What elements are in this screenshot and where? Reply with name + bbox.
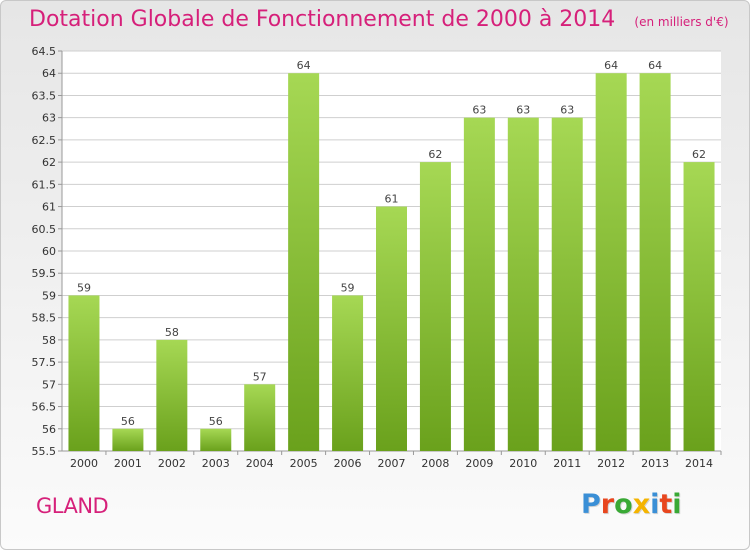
title-row: Dotation Globale de Fonctionnement de 20… [29,7,729,32]
y-tick-label: 64.5 [32,45,57,58]
y-tick-label: 61 [42,201,56,214]
proxiti-logo: Proxiti [581,489,682,520]
bar-value-label: 63 [560,104,574,117]
chart-unit: (en milliers d'€) [634,15,729,29]
bar-value-label: 56 [209,415,223,428]
x-tick-label: 2013 [641,457,669,470]
y-tick-label: 63 [42,112,56,125]
y-tick-label: 59 [42,289,56,302]
bar [332,295,364,451]
bar-value-label: 63 [516,104,530,117]
x-tick-label: 2011 [553,457,581,470]
bar-value-label: 63 [472,104,486,117]
y-tick-label: 59.5 [32,267,57,280]
bar-value-label: 62 [692,148,706,161]
y-tick-label: 56.5 [32,401,57,414]
y-tick-label: 60 [42,245,56,258]
x-tick-label: 2010 [509,457,537,470]
bar [595,73,627,451]
y-tick-label: 61.5 [32,178,57,191]
x-tick-label: 2012 [597,457,625,470]
x-tick-label: 2001 [114,457,142,470]
x-tick-label: 2008 [421,457,449,470]
bar [463,117,495,452]
y-tick-label: 55.5 [32,445,57,458]
bar [68,295,100,451]
y-tick-label: 60.5 [32,223,57,236]
y-tick-label: 57 [42,378,56,391]
bar-value-label: 64 [648,59,662,72]
bar [419,162,451,451]
x-tick-label: 2006 [334,457,362,470]
bar-value-label: 59 [341,281,355,294]
y-tick-label: 62.5 [32,134,57,147]
x-tick-label: 2009 [465,457,493,470]
x-tick-label: 2002 [158,457,186,470]
y-tick-label: 62 [42,156,56,169]
bar [551,117,583,452]
bar [376,206,407,451]
bar [244,384,276,451]
bar-value-label: 58 [165,326,179,339]
x-tick-label: 2004 [246,457,274,470]
y-tick-label: 56 [42,423,56,436]
commune-name: GLAND [36,494,109,518]
bar [200,428,232,451]
x-tick-label: 2014 [685,457,713,470]
bar-value-label: 64 [604,59,618,72]
bar-value-label: 62 [428,148,442,161]
bar [156,339,188,451]
x-tick-label: 2000 [70,457,98,470]
bar [639,73,671,451]
bar [507,117,539,452]
bar-value-label: 59 [77,281,91,294]
bar-value-label: 57 [253,370,267,383]
x-tick-label: 2005 [290,457,318,470]
x-tick-label: 2003 [202,457,230,470]
bar [683,162,715,451]
bar-value-label: 61 [385,193,399,206]
bar [288,73,320,451]
bar [112,428,144,451]
y-tick-label: 58.5 [32,312,57,325]
y-tick-label: 57.5 [32,356,57,369]
bar-value-label: 56 [121,415,135,428]
chart-title: Dotation Globale de Fonctionnement de 20… [29,7,616,32]
bar-value-label: 64 [297,59,311,72]
y-tick-label: 58 [42,334,56,347]
x-tick-label: 2007 [378,457,406,470]
y-tick-label: 64 [42,67,56,80]
y-tick-label: 63.5 [32,89,57,102]
